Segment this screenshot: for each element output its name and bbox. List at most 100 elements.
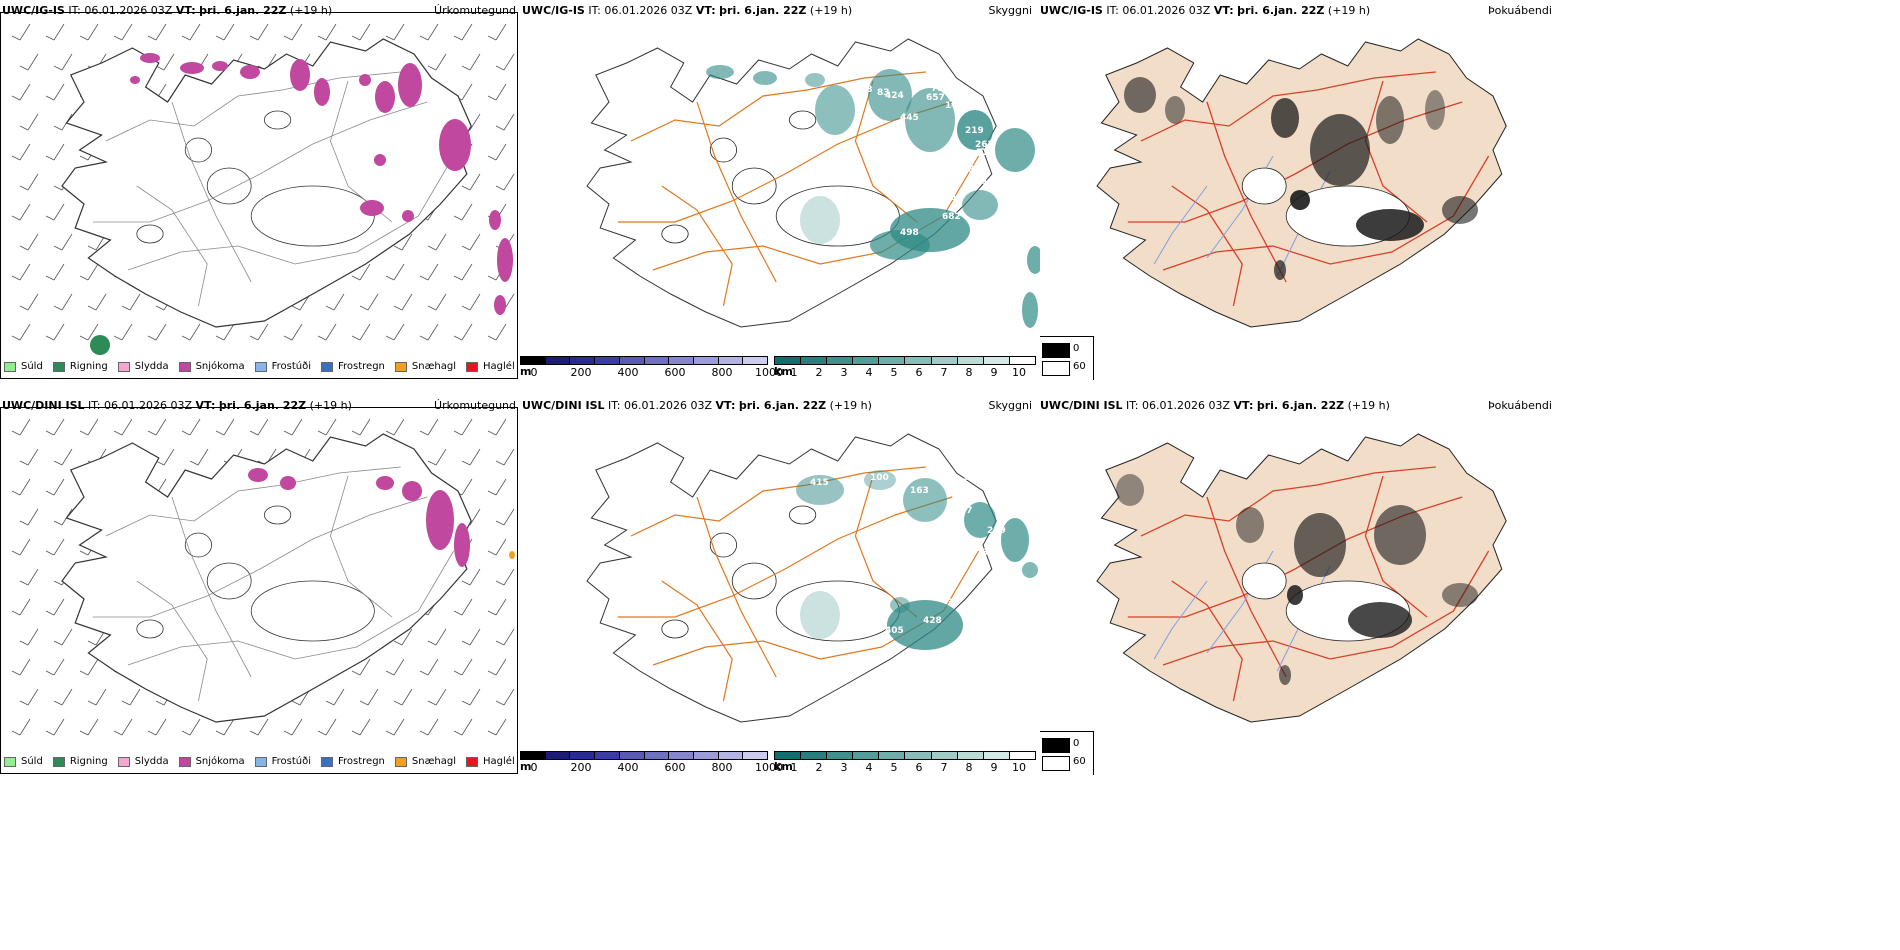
precip-legend: Súld Rigning Slydda Snjókoma Frostúði Frostre… xyxy=(4,361,515,372)
panel-name: Þokuábendi xyxy=(1488,4,1552,17)
precip-legend: Súld Rigning Slydda Snjókoma Frostúði Frostre… xyxy=(4,756,515,767)
map-canvas xyxy=(11,23,515,355)
legend-item: Slydda xyxy=(117,361,169,372)
wind-barb xyxy=(79,418,99,436)
wind-barb xyxy=(351,718,371,736)
legend-item: Snjókoma xyxy=(178,361,245,372)
snow-area xyxy=(426,490,454,550)
wind-barb xyxy=(189,448,209,466)
road-line xyxy=(171,496,252,678)
road-line xyxy=(136,580,208,702)
legend-swatch xyxy=(394,361,407,372)
road-line xyxy=(1127,101,1463,223)
legend-label: Rigning xyxy=(69,756,108,767)
wind-barb xyxy=(181,323,201,341)
colorbar-tick-label: 1000 xyxy=(755,366,783,379)
land-area xyxy=(1096,433,1507,723)
low-visibility-area xyxy=(706,65,734,79)
colorbar-ticks: 1 2 3 4 5 6 7 8 9 10 xyxy=(774,760,1036,774)
wind-barb xyxy=(79,23,99,41)
wind-barb xyxy=(419,718,439,736)
fog-index-area xyxy=(1294,513,1346,577)
legend-label: Haglél xyxy=(483,756,515,767)
legend-label: Snjókoma xyxy=(195,756,245,767)
rain-area xyxy=(90,335,110,355)
legend-swatch xyxy=(178,756,191,767)
wind-barb xyxy=(53,448,73,466)
colorbar-tick-label: 4 xyxy=(865,761,873,774)
wind-barb xyxy=(45,538,65,556)
glacier-outline xyxy=(709,532,737,558)
wind-barb xyxy=(419,23,439,41)
glacier-outline xyxy=(788,505,817,525)
colorbar-tick-label: 8 xyxy=(965,761,973,774)
road-line xyxy=(1206,101,1287,283)
colorbar-bin xyxy=(879,357,906,364)
legend-swatch xyxy=(178,361,191,372)
wind-barb xyxy=(249,418,269,436)
wind-barb xyxy=(283,323,303,341)
wind-barb xyxy=(495,173,515,191)
wind-barb xyxy=(495,448,515,466)
colorbar-tick-label: 7 xyxy=(940,761,948,774)
road-line xyxy=(696,496,777,678)
snow-area xyxy=(374,154,386,166)
visibility-map-row1: 88 83 424 710 657 445 148 219 262 578 604 89 11 682 49… xyxy=(520,0,1040,380)
colorbar-bin xyxy=(545,357,571,364)
wind-barb xyxy=(79,658,99,676)
wind-barb xyxy=(351,418,371,436)
wind-barb xyxy=(11,23,31,41)
wind-barb xyxy=(11,418,31,436)
wind-barb xyxy=(155,448,175,466)
snow-area xyxy=(494,295,506,315)
map-layer xyxy=(11,23,515,355)
legend-swatch xyxy=(254,361,267,372)
visibility-value-label: 83 xyxy=(877,88,890,98)
colorbar-tick-label: 800 xyxy=(711,366,733,379)
wind-barb xyxy=(283,718,303,736)
glacier-outline xyxy=(263,110,292,130)
fog-index-area xyxy=(1376,96,1404,144)
colorbar-bin xyxy=(521,752,546,759)
colorbar-unit: km xyxy=(774,365,793,378)
wind-barb xyxy=(385,23,405,41)
snow-area xyxy=(398,63,422,107)
wind-barb xyxy=(427,448,447,466)
legend-item: Haglél xyxy=(466,361,515,372)
wind-barb xyxy=(487,478,507,496)
wind-barb xyxy=(79,263,99,281)
river-line xyxy=(1153,580,1208,660)
wind-barb xyxy=(249,323,269,341)
wind-barb xyxy=(487,143,507,161)
colorbar-bin xyxy=(693,752,719,759)
panel-title: UWC/IG-IS IT: 06.01.2026 03Z VT: þri. 6.… xyxy=(522,4,853,17)
colorbar-tick-label: 6 xyxy=(915,761,923,774)
low-visibility-area xyxy=(957,110,993,150)
wind-barb xyxy=(147,718,167,736)
wind-barb xyxy=(419,658,439,676)
visibility-value-label: 11 xyxy=(982,177,995,187)
wind-barb xyxy=(317,323,337,341)
visibility-value-label: 148 xyxy=(945,101,964,111)
snow-area xyxy=(497,238,513,282)
wind-barb xyxy=(19,113,39,131)
glacier-outline xyxy=(661,619,689,639)
legend-item: Frostúði xyxy=(254,756,311,767)
visibility-value-label: 424 xyxy=(885,91,904,101)
wind-barb xyxy=(453,323,473,341)
visibility-map-row2: 415 100 163 475 27 46 259 344 96 121 329 405 428 38 U… xyxy=(520,395,1040,775)
fog-index-area xyxy=(1425,90,1445,130)
colorbar-bin xyxy=(905,357,932,364)
road-line xyxy=(1162,550,1490,666)
road-line xyxy=(1171,185,1243,307)
snow-area xyxy=(360,200,384,216)
colorbar-tick-label: 800 xyxy=(711,761,733,774)
road-line xyxy=(617,496,953,618)
panel-title: UWC/DINI ISL IT: 06.01.2026 03Z VT: þri.… xyxy=(522,399,872,412)
colorbar-bin xyxy=(853,357,880,364)
glacier-outline xyxy=(184,137,212,163)
colorbar-bin xyxy=(827,752,854,759)
legend-item: Frostregn xyxy=(321,361,385,372)
colorbar-bin xyxy=(957,752,984,759)
